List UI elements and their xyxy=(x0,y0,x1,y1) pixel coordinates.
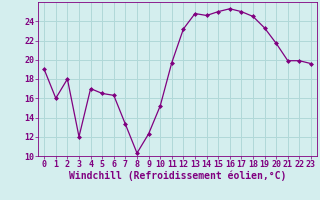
X-axis label: Windchill (Refroidissement éolien,°C): Windchill (Refroidissement éolien,°C) xyxy=(69,171,286,181)
